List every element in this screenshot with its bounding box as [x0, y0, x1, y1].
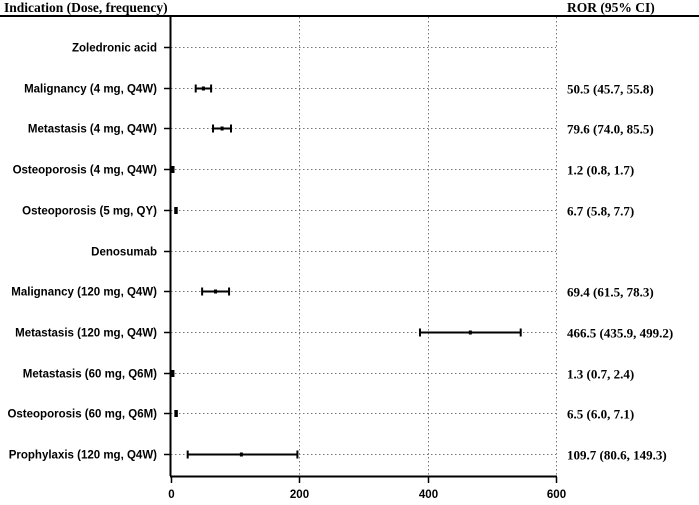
ci-marker	[174, 207, 178, 214]
header-indication: Indication (Dose, frequency)	[4, 0, 168, 15]
point-estimate	[239, 452, 243, 457]
ror-value: 79.6 (74.0, 85.5)	[567, 122, 654, 137]
point-estimate	[220, 126, 224, 131]
row-label: Prophylaxis (120 mg, Q4W)	[9, 450, 157, 462]
x-tick-labels: 0 200 400 600	[168, 477, 566, 501]
ror-value: 466.5 (435.9, 499.2)	[567, 326, 673, 341]
row-label: Malignancy (120 mg, Q4W)	[11, 287, 157, 299]
row-label: Zoledronic acid	[72, 43, 157, 55]
x-tick-label-0: 0	[168, 489, 174, 501]
point-estimate	[468, 330, 472, 335]
ror-value: 6.7 (5.8, 7.7)	[567, 204, 634, 219]
ror-value: 50.5 (45.7, 55.8)	[567, 82, 654, 97]
ror-value: 69.4 (61.5, 78.3)	[567, 285, 654, 300]
ci-marker	[174, 410, 178, 417]
point-estimate	[214, 289, 218, 294]
row-label: Denosumab	[91, 247, 157, 259]
point-estimate	[201, 86, 205, 91]
x-tick-label-200: 200	[290, 489, 309, 501]
ci-marker	[170, 370, 175, 377]
row-label: Metastasis (60 mg, Q6M)	[23, 369, 157, 381]
header-ror: ROR (95% CI)	[567, 0, 655, 15]
row-label: Osteoporosis (4 mg, Q4W)	[13, 165, 158, 177]
row-label: Metastasis (4 mg, Q4W)	[28, 124, 157, 136]
row-label: Osteoporosis (60 mg, Q6M)	[7, 409, 157, 421]
rows: Zoledronic acid Malignancy (4 mg, Q4W) 50.…	[7, 43, 673, 463]
row-label: Osteoporosis (5 mg, QY)	[22, 206, 157, 218]
ror-value: 6.5 (6.0, 7.1)	[567, 407, 634, 422]
gridlines	[171, 17, 557, 476]
ror-value: 1.2 (0.8, 1.7)	[567, 163, 634, 178]
row-label: Malignancy (4 mg, Q4W)	[24, 84, 157, 96]
x-tick-label-400: 400	[419, 489, 438, 501]
x-tick-label-600: 600	[547, 489, 566, 501]
ror-value: 109.7 (80.6, 149.3)	[567, 448, 667, 463]
ci-marker	[171, 166, 175, 173]
ror-value: 1.3 (0.7, 2.4)	[567, 367, 634, 382]
row-label: Metastasis (120 mg, Q4W)	[15, 328, 157, 340]
